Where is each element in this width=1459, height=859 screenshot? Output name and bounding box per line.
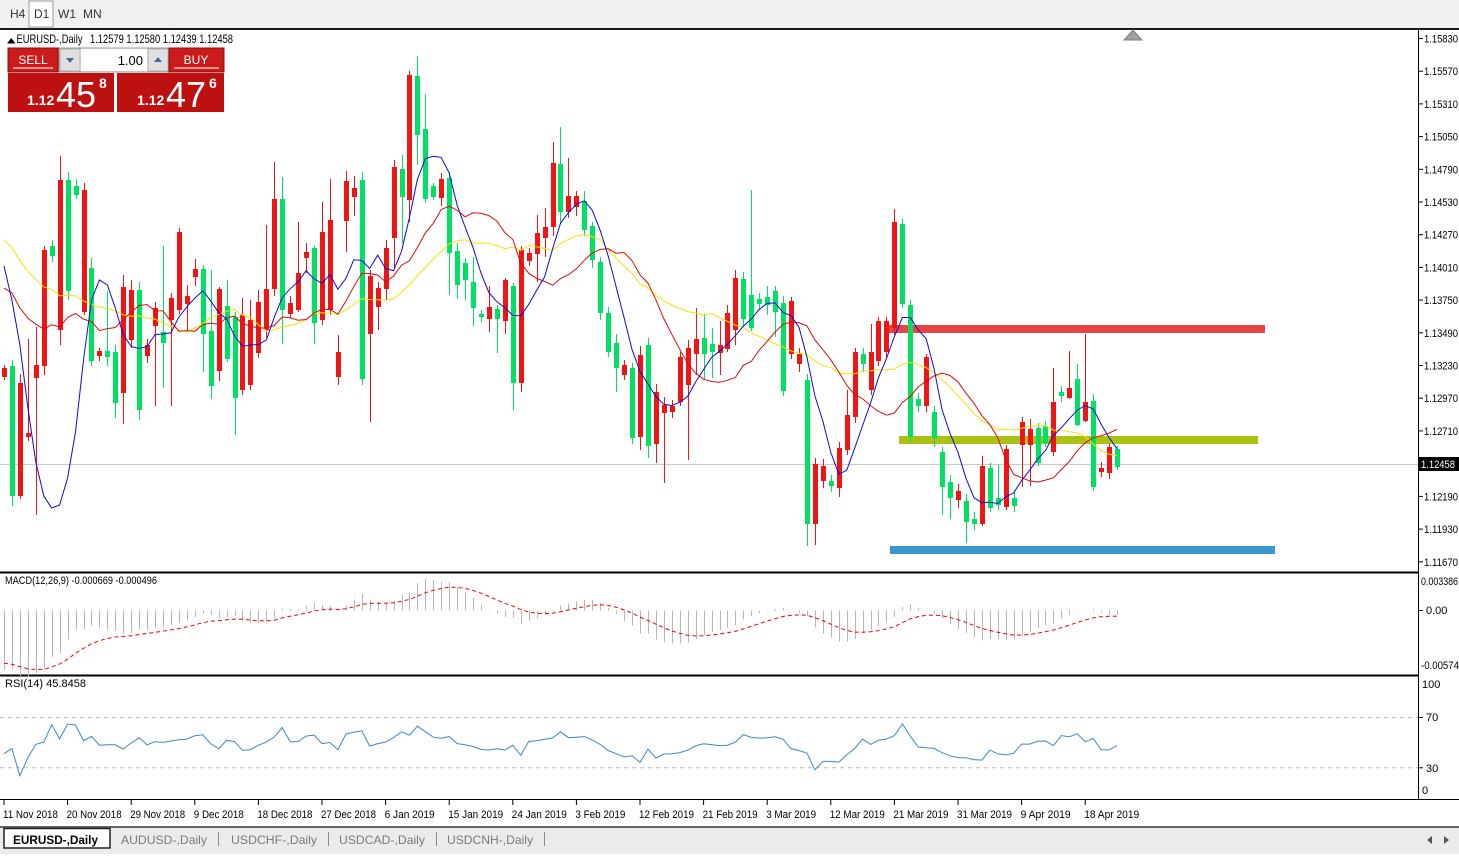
svg-text:11 Nov 2018: 11 Nov 2018 <box>3 809 58 821</box>
svg-text:1.14790: 1.14790 <box>1424 164 1458 176</box>
svg-text:BUY: BUY <box>184 53 209 67</box>
svg-text:USDCHF-,Daily: USDCHF-,Daily <box>231 833 317 847</box>
svg-text:21 Mar 2019: 21 Mar 2019 <box>893 809 948 821</box>
svg-text:MACD(12,26,9) -0.000669 -0.000: MACD(12,26,9) -0.000669 -0.000496 <box>5 575 157 587</box>
svg-text:USDCNH-,Daily: USDCNH-,Daily <box>447 833 533 847</box>
svg-text:1.14010: 1.14010 <box>1424 262 1458 274</box>
svg-text:21 Feb 2019: 21 Feb 2019 <box>703 809 758 821</box>
svg-text:1.11670: 1.11670 <box>1424 557 1458 569</box>
svg-text:1.12710: 1.12710 <box>1424 426 1458 438</box>
svg-text:47: 47 <box>166 74 206 115</box>
svg-text:1.15570: 1.15570 <box>1424 66 1458 78</box>
svg-text:AUDUSD-,Daily: AUDUSD-,Daily <box>121 833 207 847</box>
svg-text:6: 6 <box>209 75 217 91</box>
svg-text:RSI(14) 45.8458: RSI(14) 45.8458 <box>5 678 86 690</box>
svg-text:12 Feb 2019: 12 Feb 2019 <box>639 809 694 821</box>
svg-text:9 Apr 2019: 9 Apr 2019 <box>1021 809 1071 821</box>
svg-text:100: 100 <box>1422 679 1440 691</box>
svg-text:29 Nov 2018: 29 Nov 2018 <box>130 809 185 821</box>
svg-text:20 Nov 2018: 20 Nov 2018 <box>67 809 122 821</box>
svg-text:USDCAD-,Daily: USDCAD-,Daily <box>339 833 425 847</box>
svg-text:1.15830: 1.15830 <box>1424 34 1458 46</box>
svg-text:70: 70 <box>1426 712 1438 724</box>
svg-text:18 Dec 2018: 18 Dec 2018 <box>257 809 312 821</box>
svg-text:31 Mar 2019: 31 Mar 2019 <box>957 809 1012 821</box>
svg-text:1.12579 1.12580 1.12439 1.1245: 1.12579 1.12580 1.12439 1.12458 <box>90 32 233 46</box>
svg-text:SELL: SELL <box>18 53 48 67</box>
svg-text:27 Dec 2018: 27 Dec 2018 <box>321 809 376 821</box>
svg-text:H4: H4 <box>10 7 26 21</box>
svg-text:1.15050: 1.15050 <box>1424 132 1458 144</box>
svg-text:6 Jan 2019: 6 Jan 2019 <box>385 809 435 821</box>
svg-text:1.13750: 1.13750 <box>1424 295 1458 307</box>
svg-text:D1: D1 <box>34 7 50 21</box>
svg-text:0.00: 0.00 <box>1426 605 1447 617</box>
svg-text:15 Jan 2019: 15 Jan 2019 <box>448 809 503 821</box>
svg-text:-0.00574: -0.00574 <box>1421 660 1459 672</box>
svg-text:1.12: 1.12 <box>137 92 164 108</box>
svg-text:0.003386: 0.003386 <box>1421 576 1458 588</box>
svg-text:3 Feb 2019: 3 Feb 2019 <box>575 809 625 821</box>
svg-text:1.14270: 1.14270 <box>1424 230 1458 242</box>
svg-text:1.13490: 1.13490 <box>1424 328 1458 340</box>
svg-text:1.12970: 1.12970 <box>1424 393 1458 405</box>
svg-text:1.12190: 1.12190 <box>1424 491 1458 503</box>
svg-text:1.12: 1.12 <box>27 92 54 108</box>
svg-text:24 Jan 2019: 24 Jan 2019 <box>512 809 567 821</box>
svg-text:9 Dec 2018: 9 Dec 2018 <box>194 809 244 821</box>
svg-text:1.15310: 1.15310 <box>1424 99 1458 111</box>
svg-text:12 Mar 2019: 12 Mar 2019 <box>830 809 885 821</box>
svg-text:45: 45 <box>56 74 96 115</box>
svg-text:EURUSD-,Daily: EURUSD-,Daily <box>17 32 83 46</box>
svg-text:1.12458: 1.12458 <box>1421 459 1455 471</box>
svg-text:EURUSD-,Daily: EURUSD-,Daily <box>13 833 98 847</box>
svg-text:W1: W1 <box>58 7 76 21</box>
svg-text:0: 0 <box>1422 785 1428 797</box>
svg-text:8: 8 <box>99 75 107 91</box>
svg-text:1.13230: 1.13230 <box>1424 361 1458 373</box>
svg-text:3 Mar 2019: 3 Mar 2019 <box>766 809 816 821</box>
svg-text:MN: MN <box>83 7 102 21</box>
svg-text:1.00: 1.00 <box>118 53 143 68</box>
svg-text:1.11930: 1.11930 <box>1424 524 1458 536</box>
svg-text:18 Apr 2019: 18 Apr 2019 <box>1084 809 1139 821</box>
svg-text:1.14530: 1.14530 <box>1424 197 1458 209</box>
svg-text:30: 30 <box>1426 763 1438 775</box>
